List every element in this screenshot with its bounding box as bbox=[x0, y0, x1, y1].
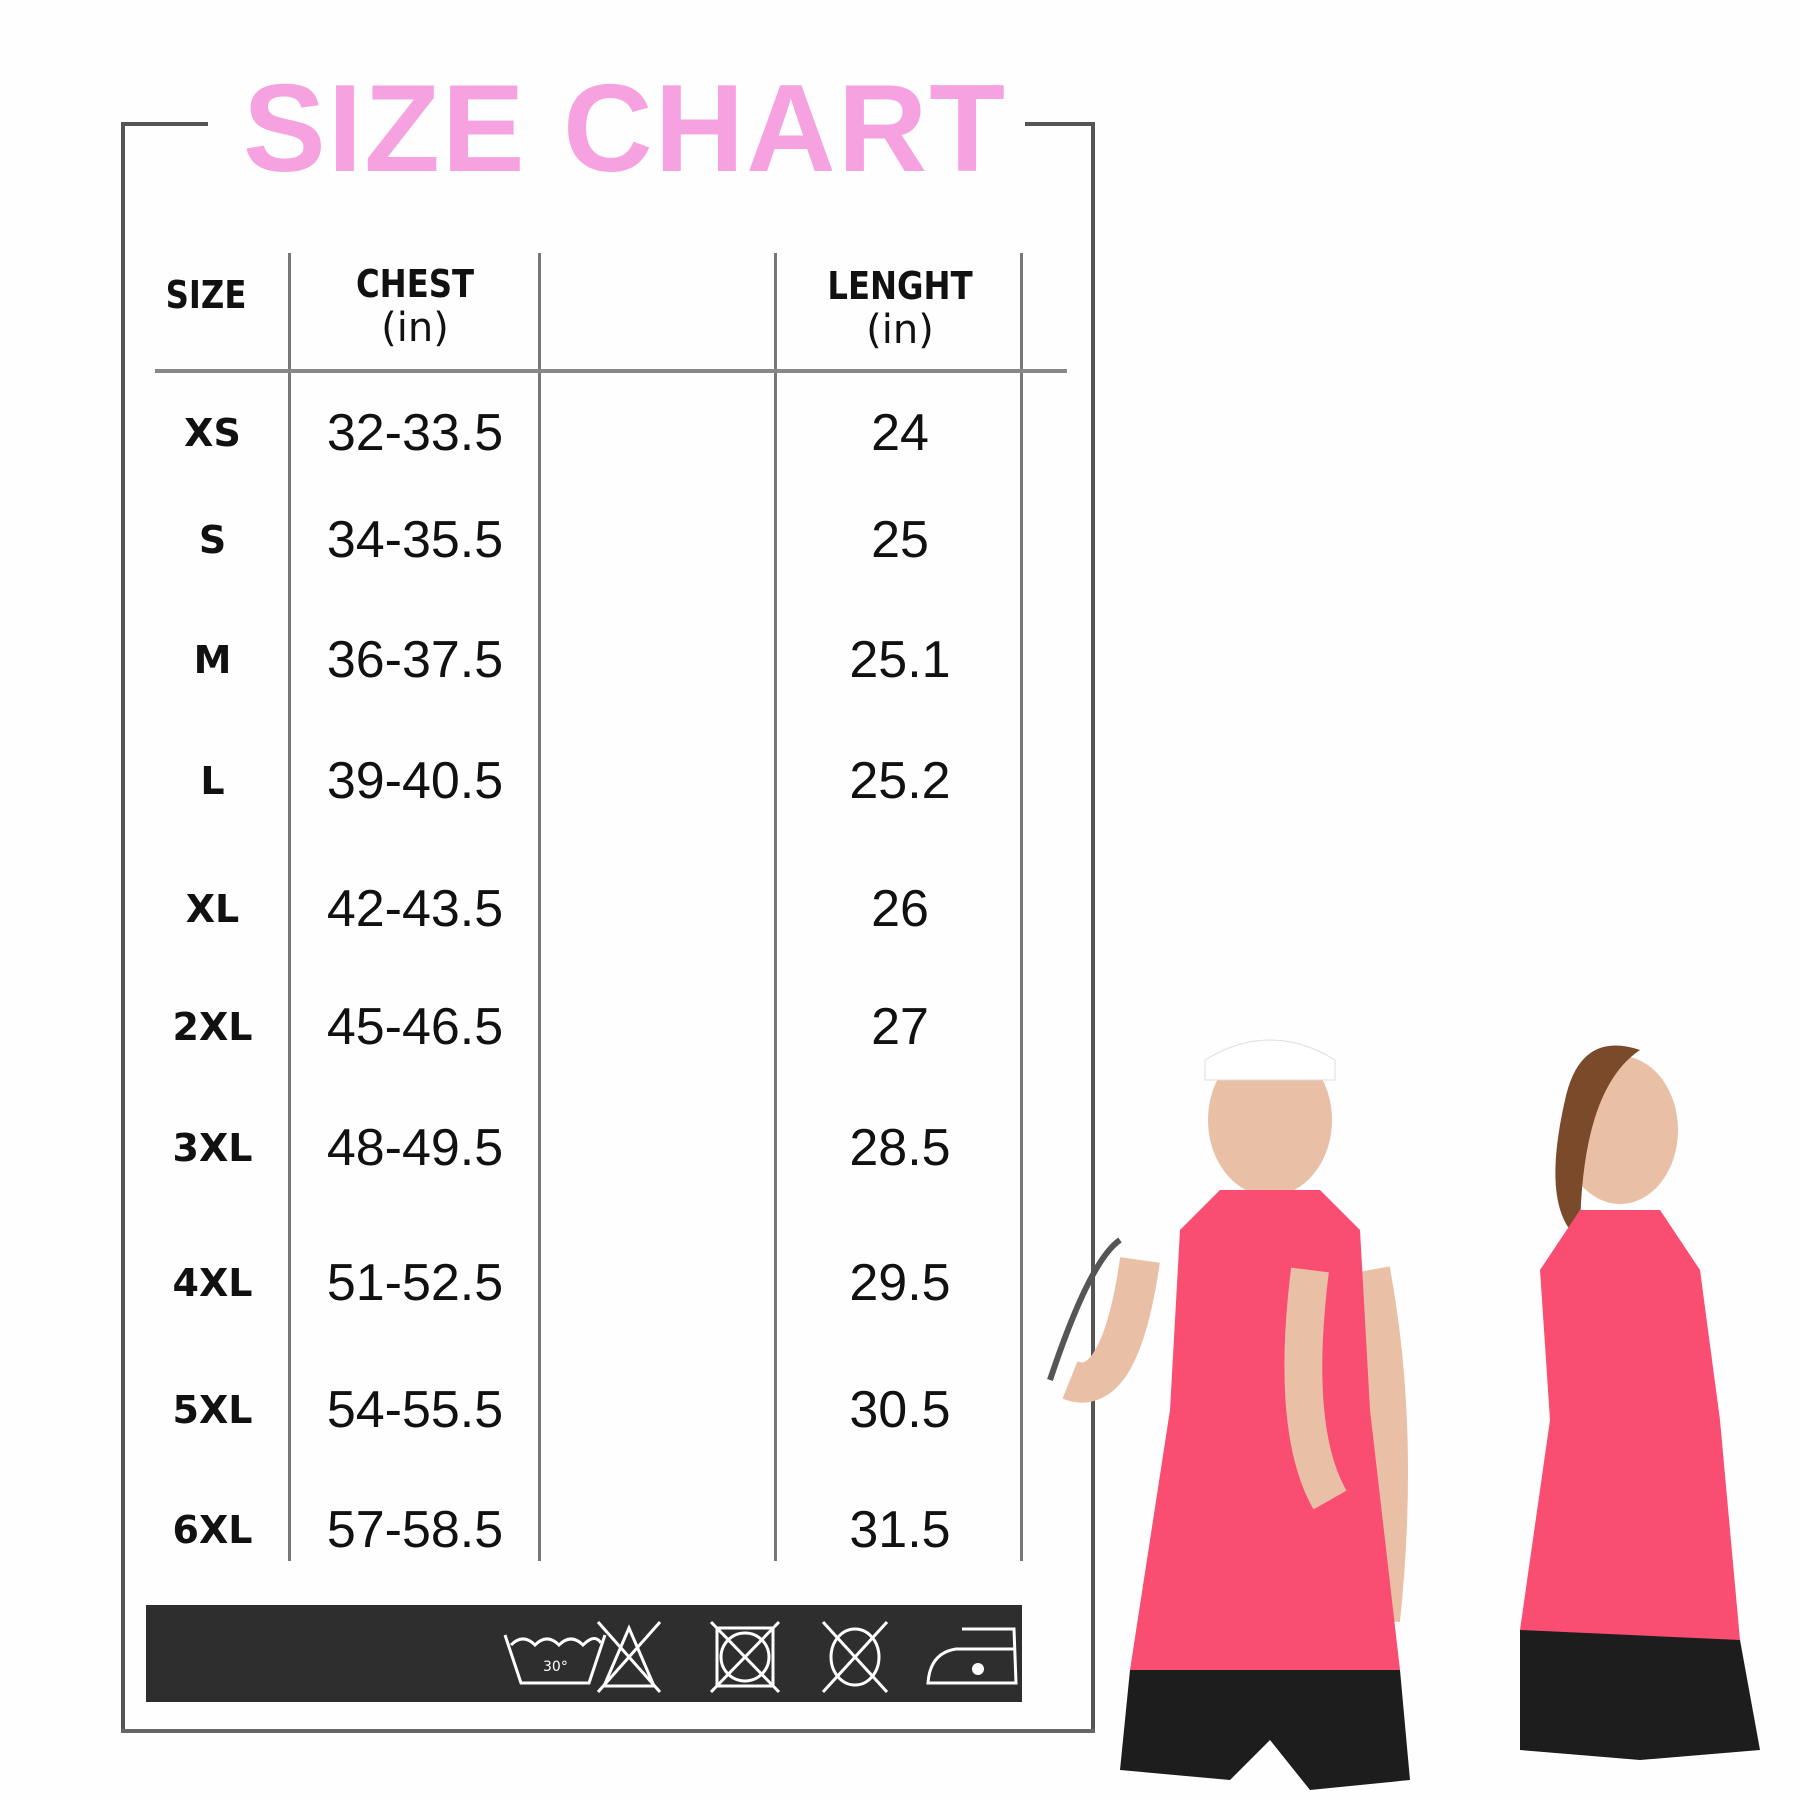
header-length-unit: (in) bbox=[866, 307, 934, 353]
header-chest: CHEST bbox=[355, 262, 475, 306]
do-not-dry-clean-icon bbox=[821, 1620, 889, 1694]
cell-size: 3XL bbox=[172, 1126, 253, 1170]
model-front bbox=[1047, 1039, 1410, 1790]
header-divider bbox=[155, 369, 1067, 373]
do-not-bleach-icon bbox=[596, 1621, 662, 1693]
svg-text:30°: 30° bbox=[543, 1659, 568, 1675]
cell-chest: 54-55.5 bbox=[326, 1381, 504, 1439]
cell-size: L bbox=[200, 759, 225, 803]
cell-chest: 34-35.5 bbox=[326, 511, 504, 569]
frame-bottom bbox=[121, 1729, 1095, 1733]
column-divider bbox=[288, 253, 291, 1561]
wash-30-icon: 30° bbox=[503, 1634, 607, 1685]
cell-chest: 36-37.5 bbox=[326, 631, 504, 689]
cell-chest: 42-43.5 bbox=[326, 880, 504, 938]
cell-size: XL bbox=[185, 887, 240, 931]
model-photo bbox=[1047, 1039, 1760, 1790]
header-length: LENGHT bbox=[827, 264, 973, 308]
cell-size: 5XL bbox=[172, 1388, 253, 1432]
care-instructions-band: 30° bbox=[146, 1605, 1022, 1702]
do-not-tumble-dry-icon bbox=[709, 1620, 781, 1694]
column-divider bbox=[774, 253, 777, 1561]
care-icons: 30° bbox=[503, 1620, 1018, 1694]
frame-right bbox=[1091, 122, 1095, 1733]
cell-length: 28.5 bbox=[849, 1119, 951, 1177]
cell-chest: 32-33.5 bbox=[326, 404, 504, 462]
frame-top-right bbox=[1025, 122, 1095, 126]
cell-length: 25.2 bbox=[849, 752, 951, 810]
cell-chest: 57-58.5 bbox=[326, 1501, 504, 1559]
cell-size: 2XL bbox=[172, 1005, 253, 1049]
page-title: SIZE CHART bbox=[243, 60, 1007, 198]
cell-size: 4XL bbox=[172, 1261, 253, 1305]
header-size: SIZE bbox=[165, 273, 247, 317]
cell-length: 27 bbox=[871, 998, 929, 1056]
frame-top-left bbox=[123, 122, 208, 126]
cell-size: XS bbox=[184, 411, 241, 455]
cell-length: 29.5 bbox=[849, 1254, 951, 1312]
cell-length: 25.1 bbox=[849, 631, 951, 689]
iron-low-icon bbox=[926, 1627, 1018, 1685]
column-divider bbox=[1020, 253, 1023, 1561]
cell-chest: 51-52.5 bbox=[326, 1254, 504, 1312]
cell-length: 26 bbox=[871, 880, 929, 938]
golf-club-icon bbox=[1047, 1237, 1122, 1381]
cell-chest: 48-49.5 bbox=[326, 1119, 504, 1177]
model-back bbox=[1284, 1045, 1760, 1760]
cell-size: S bbox=[198, 518, 227, 562]
cell-size: 6XL bbox=[172, 1508, 253, 1552]
cell-chest: 39-40.5 bbox=[326, 752, 504, 810]
frame-left bbox=[121, 122, 125, 1733]
column-divider bbox=[538, 253, 541, 1561]
cell-length: 31.5 bbox=[849, 1501, 951, 1559]
cell-length: 30.5 bbox=[849, 1381, 951, 1439]
cell-chest: 45-46.5 bbox=[326, 998, 504, 1056]
cell-length: 24 bbox=[871, 404, 929, 462]
header-chest-unit: (in) bbox=[381, 305, 449, 351]
cell-length: 25 bbox=[871, 511, 929, 569]
cell-size: M bbox=[193, 638, 232, 682]
